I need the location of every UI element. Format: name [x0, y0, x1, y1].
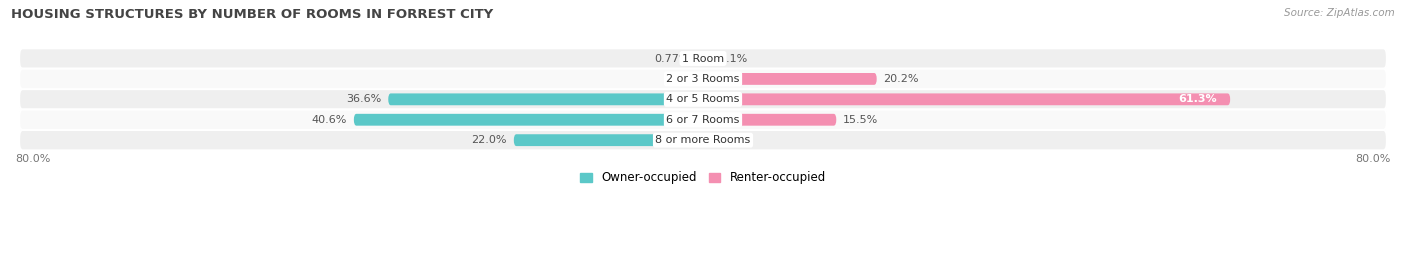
Text: 6 or 7 Rooms: 6 or 7 Rooms: [666, 115, 740, 125]
FancyBboxPatch shape: [703, 134, 720, 146]
Text: 80.0%: 80.0%: [1355, 154, 1391, 164]
Text: 0.0%: 0.0%: [666, 74, 695, 84]
Text: 1.1%: 1.1%: [720, 54, 748, 63]
FancyBboxPatch shape: [20, 130, 1386, 150]
FancyBboxPatch shape: [703, 114, 837, 126]
Legend: Owner-occupied, Renter-occupied: Owner-occupied, Renter-occupied: [575, 167, 831, 189]
FancyBboxPatch shape: [513, 134, 703, 146]
FancyBboxPatch shape: [354, 114, 703, 126]
FancyBboxPatch shape: [388, 93, 703, 105]
Text: 22.0%: 22.0%: [471, 135, 508, 145]
Text: 8 or more Rooms: 8 or more Rooms: [655, 135, 751, 145]
Text: 4 or 5 Rooms: 4 or 5 Rooms: [666, 94, 740, 104]
Text: 1.9%: 1.9%: [727, 135, 755, 145]
FancyBboxPatch shape: [696, 52, 703, 65]
FancyBboxPatch shape: [20, 69, 1386, 89]
Text: 0.77%: 0.77%: [654, 54, 689, 63]
Text: 36.6%: 36.6%: [346, 94, 381, 104]
Text: Source: ZipAtlas.com: Source: ZipAtlas.com: [1284, 8, 1395, 18]
Text: 1 Room: 1 Room: [682, 54, 724, 63]
Text: 2 or 3 Rooms: 2 or 3 Rooms: [666, 74, 740, 84]
Text: 15.5%: 15.5%: [844, 115, 879, 125]
Text: 61.3%: 61.3%: [1178, 94, 1218, 104]
FancyBboxPatch shape: [703, 52, 713, 65]
FancyBboxPatch shape: [20, 89, 1386, 109]
Text: 20.2%: 20.2%: [883, 74, 920, 84]
Text: 40.6%: 40.6%: [312, 115, 347, 125]
FancyBboxPatch shape: [20, 109, 1386, 130]
FancyBboxPatch shape: [20, 48, 1386, 69]
Text: 80.0%: 80.0%: [15, 154, 51, 164]
FancyBboxPatch shape: [703, 93, 1230, 105]
FancyBboxPatch shape: [703, 73, 877, 85]
Text: HOUSING STRUCTURES BY NUMBER OF ROOMS IN FORREST CITY: HOUSING STRUCTURES BY NUMBER OF ROOMS IN…: [11, 8, 494, 21]
